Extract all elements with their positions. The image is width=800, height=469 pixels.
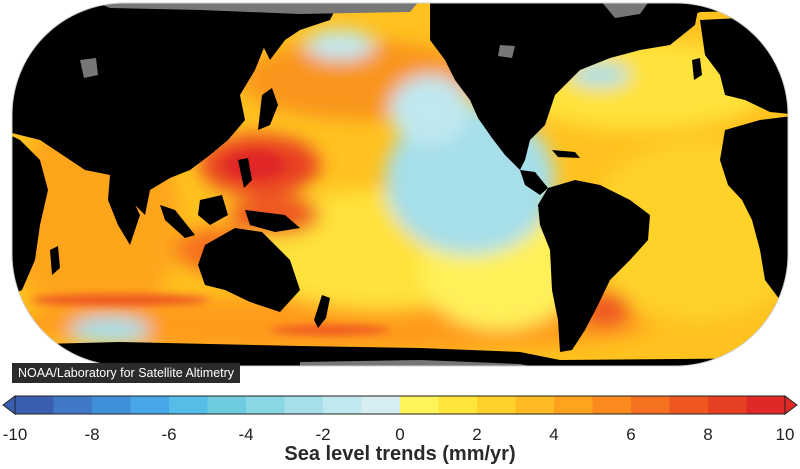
new-zealand [314,295,330,328]
legend-swatch [323,396,362,414]
philippines [238,158,252,188]
legend-swatch [53,396,93,414]
cuba [552,150,580,158]
legend-swatch [130,396,170,414]
legend-arrow-high [784,395,798,415]
globe-outline [11,2,789,367]
legend-swatch [592,396,632,414]
trend-patch-north-pacific-blue [390,75,470,145]
ice-greenland [600,3,650,18]
legend-tick-label: 4 [549,425,559,444]
legend-swatch [169,396,208,414]
trend-patch-southern-band-red-2 [270,325,390,335]
trend-patch-arctic-blue [570,63,630,87]
legend-arrow-low [2,395,16,415]
india [108,175,140,245]
legend-swatch [92,396,131,414]
trend-patch-southern-band-red [30,294,210,306]
trend-patch-bering-blue [305,30,375,60]
australia [198,228,300,312]
legend-swatch [515,396,555,414]
legend-swatch [477,396,516,414]
trend-patch-southwest-blue [70,316,150,344]
ice-patch-north-asia [80,58,98,78]
credit-label: NOAA/Laboratory for Satellite Altimetry [12,363,241,383]
legend-tick-label: -4 [238,425,254,444]
legend-swatch [284,396,324,414]
ice-antarctic [300,360,560,366]
legend-frame [14,395,786,415]
borneo [198,195,228,225]
ice-patch-hudson [498,45,515,58]
trend-patch-philippine-sea-core [225,151,285,179]
africa-east [12,130,48,300]
legend-swatch [631,396,670,414]
legend-tick-label: -6 [161,425,177,444]
south-america [538,180,650,352]
british-isles [692,58,702,80]
legend-tick-label: 8 [703,425,713,444]
sea-level-trend-map [11,2,789,367]
legend-tick-label: -10 [2,425,28,444]
central-america [520,170,548,195]
legend-swatch [554,396,593,414]
legend-tick-label: 2 [472,425,482,444]
new-guinea [245,210,300,232]
legend-swatch [746,396,786,414]
legend-swatch [361,396,401,414]
legend-tick-label: -8 [84,425,100,444]
legend-swatch [438,396,478,414]
north-america [430,3,788,170]
color-legend [2,395,798,415]
legend-tick-label: 6 [626,425,636,444]
madagascar [50,246,60,275]
sumatra [160,205,195,238]
legend-swatch [246,396,285,414]
africa-west [720,115,788,300]
legend-title: Sea level trends (mm/yr) [284,443,516,465]
legend-swatch [400,396,439,414]
legend-swatch [669,396,709,414]
legend-swatch [708,396,747,414]
far-east-russia [240,3,340,60]
legend-tick-label: 10 [775,425,795,444]
legend-swatch [207,396,247,414]
legend-swatch [15,396,54,414]
legend-tick-label: -2 [315,425,331,444]
eurasia [12,3,300,215]
legend-tick-label: 0 [395,425,405,444]
ocean [12,3,788,366]
japan [258,88,278,130]
